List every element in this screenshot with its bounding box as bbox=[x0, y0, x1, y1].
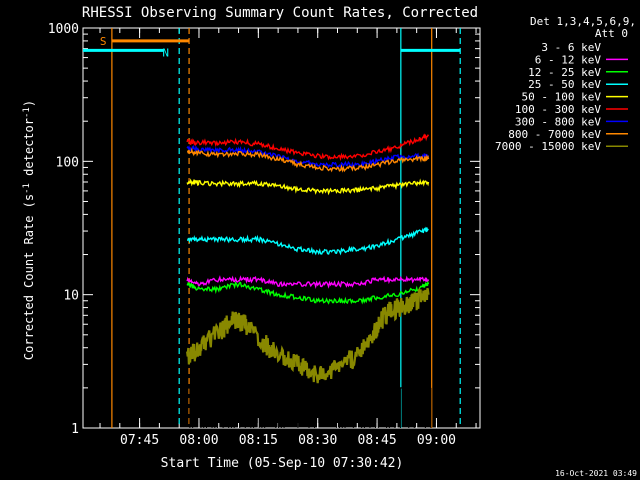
series-line bbox=[186, 133, 430, 162]
x-tick-label: 08:45 bbox=[358, 433, 397, 448]
y-tick-label: 10 bbox=[63, 289, 79, 304]
legend-label: 12 - 25 keV bbox=[528, 66, 601, 79]
y-tick-label: 100 bbox=[56, 155, 79, 170]
x-tick-label: 08:30 bbox=[298, 433, 337, 448]
x-axis-label: Start Time (05-Sep-10 07:30:42) bbox=[161, 456, 404, 471]
series-line bbox=[186, 178, 430, 196]
x-tick-label: 08:15 bbox=[239, 433, 278, 448]
y-axis-label: Corrected Count Rate (s-1 detector-1) bbox=[22, 100, 36, 360]
legend-label: 50 - 100 keV bbox=[522, 91, 602, 104]
legend-header-line2: Att 0 bbox=[595, 27, 628, 40]
x-tick-label: 08:00 bbox=[179, 433, 218, 448]
series-line bbox=[186, 287, 430, 384]
x-tick-label: 09:00 bbox=[417, 433, 456, 448]
timestamp: 16-Oct-2021 03:49 bbox=[555, 469, 637, 478]
legend-label: 6 - 12 keV bbox=[535, 53, 602, 66]
state-bar-label: S bbox=[100, 35, 107, 48]
plot-area: 1 10 100 1000 07:45 08:00 08:15 08:30 08:45 09:00… bbox=[48, 22, 481, 448]
chart-title: RHESSI Observing Summary Count Rates, Co… bbox=[82, 5, 478, 21]
legend-label: 800 - 7000 keV bbox=[508, 128, 601, 141]
y-tick-label: 1 bbox=[71, 422, 79, 437]
series-line bbox=[186, 275, 430, 289]
y-tick-label: 1000 bbox=[48, 22, 79, 37]
legend-label: 100 - 300 keV bbox=[515, 103, 601, 116]
legend-label: 3 - 6 keV bbox=[541, 41, 601, 54]
series-line bbox=[186, 280, 430, 305]
series-line bbox=[187, 387, 429, 406]
series-line bbox=[186, 144, 430, 169]
state-bar-label: N bbox=[162, 46, 169, 59]
legend-header-line1: Det 1,3,4,5,6,9, bbox=[530, 15, 636, 28]
legend-label: 25 - 50 keV bbox=[528, 78, 601, 91]
series-line bbox=[187, 226, 429, 256]
x-tick-label: 07:45 bbox=[120, 433, 159, 448]
plot-frame bbox=[82, 27, 481, 429]
legend-label: 300 - 800 keV bbox=[515, 115, 601, 128]
series-line bbox=[186, 147, 430, 173]
legend-label: 7000 - 15000 keV bbox=[495, 140, 601, 153]
